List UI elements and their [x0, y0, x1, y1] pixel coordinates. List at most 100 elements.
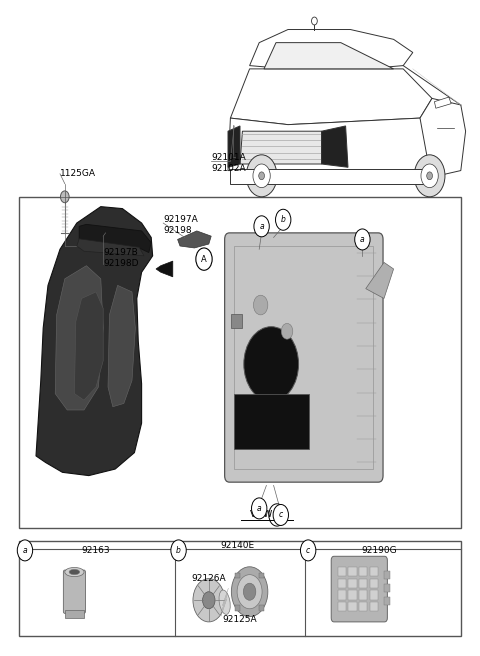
Circle shape — [259, 172, 264, 180]
Circle shape — [253, 164, 270, 188]
Polygon shape — [55, 266, 103, 410]
Text: VIEW: VIEW — [250, 510, 273, 520]
FancyBboxPatch shape — [359, 602, 367, 611]
FancyBboxPatch shape — [348, 579, 357, 588]
Circle shape — [193, 579, 225, 622]
FancyBboxPatch shape — [65, 610, 84, 618]
Polygon shape — [36, 207, 153, 476]
FancyBboxPatch shape — [384, 584, 390, 592]
Text: 92125A: 92125A — [223, 615, 257, 625]
FancyBboxPatch shape — [384, 597, 390, 605]
Text: 92198: 92198 — [163, 226, 192, 236]
Bar — [235, 605, 240, 611]
Circle shape — [276, 209, 291, 230]
FancyBboxPatch shape — [348, 602, 357, 611]
FancyBboxPatch shape — [338, 567, 346, 576]
Text: 92102A: 92102A — [211, 164, 246, 173]
Text: 92140E: 92140E — [220, 541, 255, 550]
Circle shape — [281, 323, 293, 339]
Circle shape — [253, 295, 268, 315]
FancyBboxPatch shape — [19, 541, 461, 636]
Text: A: A — [201, 255, 207, 264]
Polygon shape — [178, 231, 211, 248]
Polygon shape — [74, 292, 103, 400]
FancyBboxPatch shape — [338, 579, 346, 588]
FancyBboxPatch shape — [359, 567, 367, 576]
Text: 92198D: 92198D — [103, 259, 139, 268]
Ellipse shape — [69, 569, 80, 575]
Circle shape — [312, 17, 317, 25]
Text: 92197B: 92197B — [103, 248, 138, 257]
Text: 92126A: 92126A — [192, 574, 226, 583]
Circle shape — [203, 592, 215, 609]
Circle shape — [60, 191, 69, 203]
Polygon shape — [156, 261, 173, 277]
Text: a: a — [23, 546, 27, 555]
FancyBboxPatch shape — [370, 567, 378, 576]
FancyBboxPatch shape — [348, 590, 357, 600]
Bar — [259, 605, 264, 611]
Circle shape — [171, 540, 186, 561]
Ellipse shape — [65, 567, 84, 577]
Text: 92101A: 92101A — [211, 153, 246, 162]
Circle shape — [355, 229, 370, 250]
Circle shape — [273, 504, 288, 525]
FancyBboxPatch shape — [234, 394, 309, 449]
Circle shape — [244, 327, 299, 401]
FancyBboxPatch shape — [359, 590, 367, 600]
Circle shape — [254, 216, 269, 237]
Polygon shape — [230, 69, 432, 125]
FancyBboxPatch shape — [338, 590, 346, 600]
Text: a: a — [257, 504, 262, 513]
Polygon shape — [77, 239, 144, 256]
Polygon shape — [250, 30, 413, 69]
FancyBboxPatch shape — [225, 233, 383, 482]
Text: 1125GA: 1125GA — [60, 169, 96, 178]
Text: A: A — [274, 510, 280, 520]
Circle shape — [17, 540, 33, 561]
Polygon shape — [108, 285, 135, 407]
FancyBboxPatch shape — [331, 556, 387, 622]
Circle shape — [252, 498, 267, 519]
Ellipse shape — [219, 590, 230, 615]
FancyBboxPatch shape — [19, 197, 461, 528]
FancyBboxPatch shape — [338, 602, 346, 611]
Bar — [235, 573, 240, 578]
Text: a: a — [360, 235, 365, 244]
Text: a: a — [259, 222, 264, 231]
Polygon shape — [322, 126, 348, 167]
Text: b: b — [176, 546, 181, 555]
FancyBboxPatch shape — [348, 567, 357, 576]
FancyBboxPatch shape — [230, 169, 430, 184]
Circle shape — [427, 172, 432, 180]
FancyBboxPatch shape — [370, 602, 378, 611]
Circle shape — [246, 155, 277, 197]
Text: 92163: 92163 — [82, 546, 110, 555]
Circle shape — [237, 575, 262, 609]
Text: 92190G: 92190G — [361, 546, 397, 555]
Text: 92197A: 92197A — [163, 215, 198, 224]
Polygon shape — [79, 224, 151, 253]
Circle shape — [269, 504, 285, 526]
Polygon shape — [366, 262, 394, 298]
Text: c: c — [279, 510, 283, 520]
Circle shape — [421, 164, 438, 188]
Text: c: c — [306, 546, 310, 555]
Polygon shape — [240, 131, 322, 164]
Polygon shape — [434, 97, 451, 108]
Circle shape — [231, 567, 268, 617]
Polygon shape — [264, 43, 394, 69]
FancyBboxPatch shape — [359, 579, 367, 588]
FancyBboxPatch shape — [370, 590, 378, 600]
Circle shape — [300, 540, 316, 561]
Circle shape — [414, 155, 445, 197]
Polygon shape — [228, 118, 432, 171]
Polygon shape — [420, 98, 466, 177]
FancyBboxPatch shape — [231, 314, 242, 328]
FancyBboxPatch shape — [63, 570, 85, 613]
FancyBboxPatch shape — [370, 579, 378, 588]
FancyBboxPatch shape — [384, 571, 390, 579]
Circle shape — [243, 583, 256, 600]
Polygon shape — [228, 126, 240, 167]
Circle shape — [196, 248, 212, 270]
